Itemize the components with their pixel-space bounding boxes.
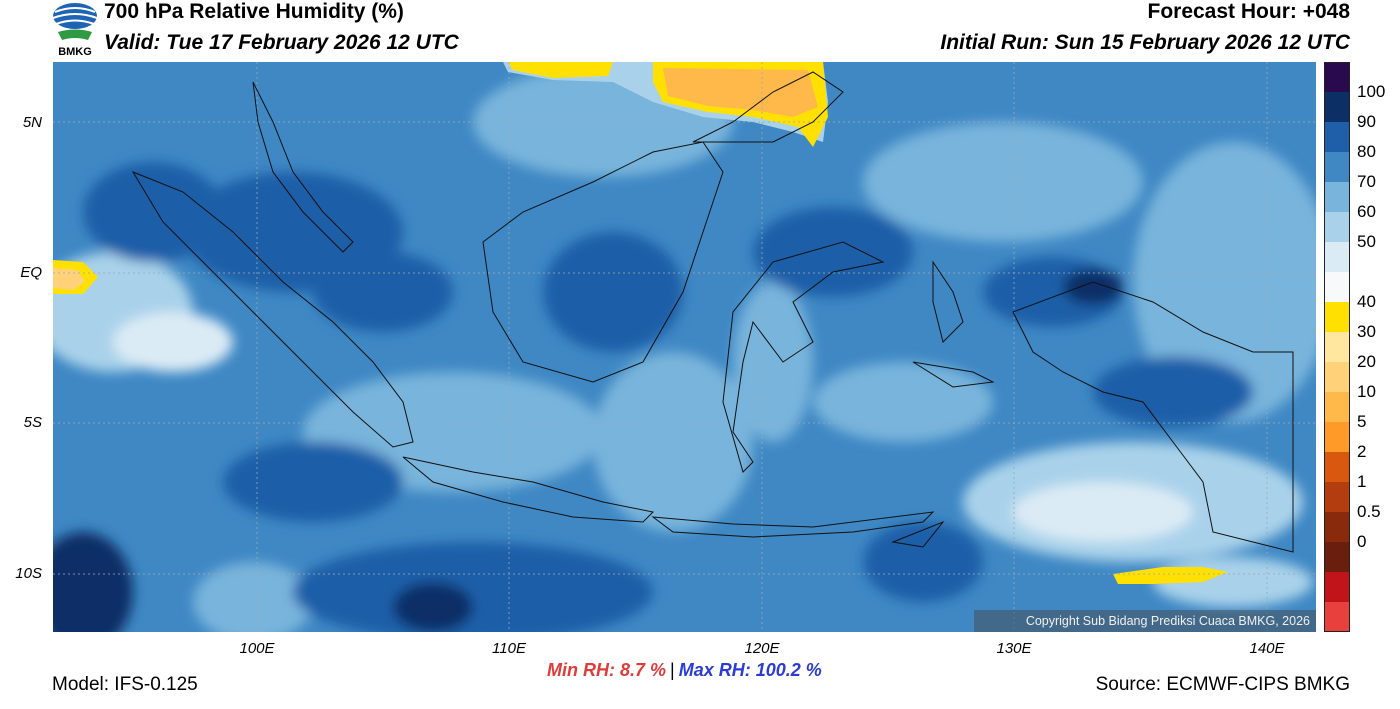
colorbar-swatch bbox=[1324, 362, 1350, 393]
colorbar-label: 10 bbox=[1357, 382, 1376, 401]
forecast-hour: Forecast Hour: +048 bbox=[1147, 0, 1351, 23]
lon-label-100e: 100E bbox=[239, 640, 275, 657]
lat-label-5n: 5N bbox=[22, 114, 42, 131]
copyright-notice: Copyright Sub Bidang Prediksi Cuaca BMKG… bbox=[974, 610, 1316, 632]
colorbar-swatch bbox=[1324, 422, 1350, 453]
colorbar-label: 50 bbox=[1357, 232, 1376, 251]
lon-label-120e: 120E bbox=[744, 640, 780, 657]
colorbar-swatch bbox=[1324, 392, 1350, 423]
model-label: Model: IFS-0.125 bbox=[52, 674, 198, 695]
colorbar-swatch bbox=[1324, 62, 1350, 93]
colorbar-swatch bbox=[1324, 542, 1350, 573]
logo-text: BMKG bbox=[58, 46, 92, 58]
colorbar-label: 5 bbox=[1357, 412, 1367, 431]
separator: | bbox=[670, 660, 675, 680]
max-rh: Max RH: 100.2 % bbox=[678, 660, 822, 680]
colorbar-swatch bbox=[1324, 272, 1350, 303]
lat-label-eq: EQ bbox=[20, 264, 42, 281]
lat-label-5s: 5S bbox=[23, 414, 42, 431]
colorbar-swatch bbox=[1324, 452, 1350, 483]
colorbar-swatch bbox=[1324, 242, 1350, 273]
colorbar-swatch bbox=[1324, 602, 1350, 632]
colorbar-label: 0 bbox=[1357, 532, 1367, 551]
bmkg-logo: BMKG bbox=[52, 3, 98, 58]
initial-run: Initial Run: Sun 15 February 2026 12 UTC bbox=[940, 31, 1350, 54]
colorbar-label: 1 bbox=[1357, 472, 1367, 491]
colorbar bbox=[1324, 62, 1350, 632]
colorbar-swatch bbox=[1324, 482, 1350, 513]
valid-time: Valid: Tue 17 February 2026 12 UTC bbox=[104, 31, 459, 54]
colorbar-swatch bbox=[1324, 122, 1350, 153]
colorbar-label: 2 bbox=[1357, 442, 1367, 461]
humidity-map bbox=[53, 62, 1316, 632]
source-label: Source: ECMWF-CIPS BMKG bbox=[1095, 674, 1350, 695]
chart-title: 700 hPa Relative Humidity (%) bbox=[104, 0, 404, 23]
colorbar-swatch bbox=[1324, 152, 1350, 183]
colorbar-label: 30 bbox=[1357, 322, 1376, 341]
colorbar-swatch bbox=[1324, 512, 1350, 543]
lon-label-140e: 140E bbox=[1249, 640, 1285, 657]
colorbar-swatch bbox=[1324, 182, 1350, 213]
colorbar-swatch bbox=[1324, 212, 1350, 243]
colorbar-swatch bbox=[1324, 332, 1350, 363]
colorbar-label: 40 bbox=[1357, 292, 1376, 311]
lat-label-10s: 10S bbox=[15, 565, 42, 582]
colorbar-label: 60 bbox=[1357, 202, 1376, 221]
lon-label-130e: 130E bbox=[996, 640, 1032, 657]
min-max-rh: Min RH: 8.7 % | Max RH: 100.2 % bbox=[547, 660, 822, 681]
lon-label-110e: 110E bbox=[492, 640, 526, 657]
colorbar-label: 90 bbox=[1357, 112, 1376, 131]
colorbar-swatch bbox=[1324, 302, 1350, 333]
colorbar-label: 80 bbox=[1357, 142, 1376, 161]
colorbar-label: 0.5 bbox=[1357, 502, 1381, 521]
colorbar-label: 20 bbox=[1357, 352, 1376, 371]
min-rh: Min RH: 8.7 % bbox=[547, 660, 667, 680]
colorbar-swatch bbox=[1324, 572, 1350, 603]
colorbar-swatch bbox=[1324, 92, 1350, 123]
colorbar-label: 100 bbox=[1357, 82, 1386, 101]
colorbar-label: 70 bbox=[1357, 172, 1376, 191]
